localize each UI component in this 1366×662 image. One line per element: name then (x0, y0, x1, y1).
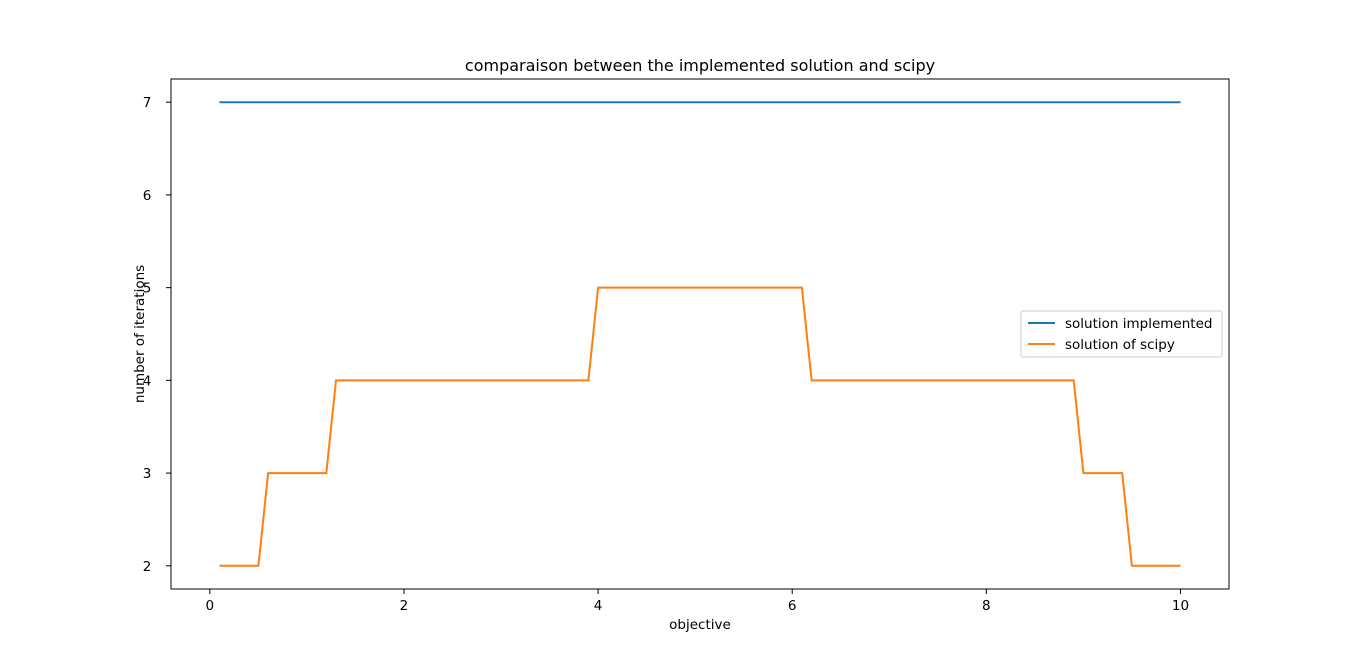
x-tick-label: 4 (594, 598, 603, 614)
chart-title: comparaison between the implemented solu… (465, 56, 935, 75)
x-tick-label: 2 (400, 598, 409, 614)
x-axis-label: objective (669, 617, 731, 633)
series-line-scipy (219, 286, 1181, 567)
legend: solution implemented solution of scipy (1020, 310, 1223, 358)
x-tick-label: 6 (788, 598, 797, 614)
y-axis-ticks: 2 3 4 5 6 7 (143, 95, 171, 575)
x-tick-label: 10 (1172, 598, 1189, 614)
y-tick-label: 4 (143, 373, 152, 389)
x-tick-label: 0 (206, 598, 215, 614)
y-tick-label: 7 (143, 95, 152, 111)
legend-label-scipy: solution of scipy (1065, 337, 1175, 353)
legend-box (1020, 310, 1223, 358)
plot-frame (170, 78, 1230, 590)
y-tick-label: 5 (143, 281, 152, 297)
x-axis-ticks: 0 2 4 6 8 10 (206, 589, 1189, 614)
legend-label-implemented: solution implemented (1065, 316, 1212, 332)
x-tick-label: 8 (982, 598, 991, 614)
y-tick-label: 2 (143, 559, 152, 575)
y-tick-label: 6 (143, 188, 152, 204)
y-tick-label: 3 (143, 466, 152, 482)
series-layer (219, 101, 1181, 567)
y-axis-label: number of iterations (132, 265, 148, 403)
